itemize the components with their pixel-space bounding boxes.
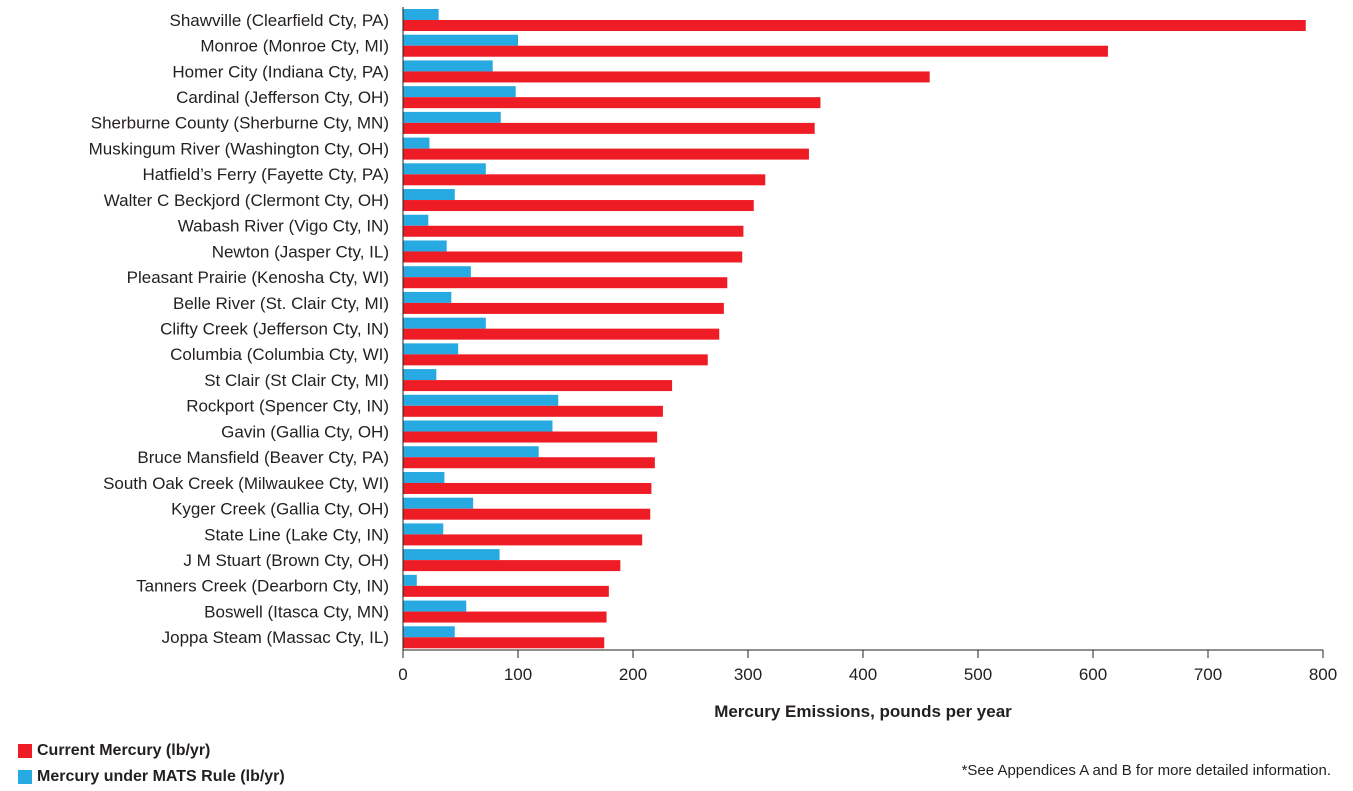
category-label: St Clair (St Clair Cty, MI) [204,371,389,390]
x-tick-label: 600 [1079,665,1107,684]
bar-current [403,225,744,237]
bar-current [403,637,605,649]
category-label: Wabash River (Vigo Cty, IN) [178,217,389,236]
category-label: J M Stuart (Brown Cty, OH) [183,551,389,570]
bar-mats [403,137,430,149]
bar-mats [403,471,445,483]
category-label: Homer City (Indiana Cty, PA) [172,62,389,81]
legend-label-mats: Mercury under MATS Rule (lb/yr) [37,768,285,785]
x-tick-label: 500 [964,665,992,684]
bar-current [403,405,663,417]
bar-mats [403,214,429,226]
x-tick-label: 800 [1309,665,1337,684]
bar-current [403,457,655,469]
x-tick-label: 100 [504,665,532,684]
category-label: Kyger Creek (Gallia Cty, OH) [171,500,389,519]
x-tick-label: 300 [734,665,762,684]
bar-mats [403,163,486,175]
legend: Current Mercury (lb/yr) Mercury under MA… [18,738,285,790]
legend-item-mats: Mercury under MATS Rule (lb/yr) [18,764,285,790]
bar-current [403,20,1306,31]
category-label: Clifty Creek (Jefferson Cty, IN) [160,320,389,339]
bar-current [403,534,643,546]
bar-current [403,45,1108,57]
category-label: Monroe (Monroe Cty, MI) [200,37,389,56]
category-label: Joppa Steam (Massac Cty, IL) [162,628,389,647]
bar-mats [403,60,493,72]
category-label: Newton (Jasper Cty, IL) [212,242,389,261]
bar-mats [403,446,539,458]
x-tick-label: 400 [849,665,877,684]
category-label: Belle River (St. Clair Cty, MI) [173,294,389,313]
category-label: Gavin (Gallia Cty, OH) [221,422,389,441]
bar-mats [403,343,459,355]
bar-mats [403,266,471,278]
bar-mats [403,34,518,46]
bar-mats [403,189,455,201]
bar-mats [403,549,500,561]
category-label: Boswell (Itasca Cty, MN) [204,602,389,621]
category-label: Rockport (Spencer Cty, IN) [186,397,389,416]
legend-label-current: Current Mercury (lb/yr) [37,742,211,759]
category-label: Tanners Creek (Dearborn Cty, IN) [136,577,389,596]
bar-mats [403,523,444,535]
mercury-emissions-bar-chart: Shawville (Clearfield Cty, PA) Monroe (Mo… [89,7,1337,721]
x-axis-label: Mercury Emissions, pounds per year [714,702,1012,721]
category-label: South Oak Creek (Milwaukee Cty, WI) [103,474,389,493]
category-label: Bruce Mansfield (Beaver Cty, PA) [137,448,389,467]
bar-mats [403,9,439,20]
bar-current [403,380,673,392]
category-label: Pleasant Prairie (Kenosha Cty, WI) [127,268,389,287]
bar-mats [403,369,437,381]
category-label: State Line (Lake Cty, IN) [204,525,389,544]
bar-mats [403,420,553,432]
bar-mats [403,626,455,638]
bar-mats [403,240,447,252]
bar-current [403,482,652,494]
footnote: *See Appendices A and B for more detaile… [961,762,1331,779]
bar-mats [403,497,474,509]
bar-mats [403,394,559,406]
category-label: Sherburne County (Sherburne Cty, MN) [91,114,389,133]
bar-current [403,148,809,160]
x-tick-label: 700 [1194,665,1222,684]
bar-mats [403,86,516,98]
bar-mats [403,317,486,329]
legend-swatch-mats [18,770,32,784]
category-label: Hatfield’s Ferry (Fayette Cty, PA) [142,165,389,184]
bar-current [403,508,651,520]
bar-current [403,122,815,134]
bar-current [403,200,754,212]
bar-current [403,71,930,83]
bar-current [403,328,720,340]
bar-mats [403,600,467,612]
bar-current [403,585,609,597]
category-label: Cardinal (Jefferson Cty, OH) [176,88,389,107]
bar-current [403,431,658,443]
bar-current [403,277,728,289]
bar-mats [403,291,452,303]
legend-swatch-current [18,744,32,758]
category-label: Shawville (Clearfield Cty, PA) [170,11,390,30]
category-label: Muskingum River (Washington Cty, OH) [89,139,389,158]
bar-current [403,251,743,263]
x-tick-label: 0 [398,665,407,684]
bar-current [403,611,607,623]
bar-current [403,174,766,186]
x-tick-label: 200 [619,665,647,684]
legend-item-current: Current Mercury (lb/yr) [18,738,285,764]
bar-mats [403,111,501,123]
category-label: Walter C Beckjord (Clermont Cty, OH) [104,191,389,210]
category-labels: Shawville (Clearfield Cty, PA) Monroe (Mo… [89,11,389,647]
bar-mats [403,574,417,586]
bar-current [403,560,621,572]
bar-current [403,97,821,109]
category-label: Columbia (Columbia Cty, WI) [170,345,389,364]
bar-current [403,302,724,314]
bar-current [403,354,708,366]
bars [403,9,1306,649]
axes: 0 100 200 300 400 500 600 700 800 [398,7,1337,684]
